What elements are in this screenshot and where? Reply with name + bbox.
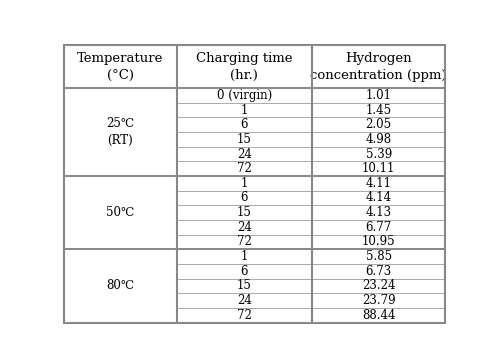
Text: 4.13: 4.13 <box>366 206 392 219</box>
Text: 6: 6 <box>241 265 248 278</box>
Text: 1: 1 <box>241 177 248 190</box>
Text: 6: 6 <box>241 191 248 205</box>
Text: 6: 6 <box>241 118 248 131</box>
Text: 0 (virgin): 0 (virgin) <box>217 89 272 102</box>
Text: 72: 72 <box>237 162 251 175</box>
Text: 15: 15 <box>237 280 251 292</box>
Text: 88.44: 88.44 <box>362 309 396 322</box>
Text: 10.11: 10.11 <box>362 162 395 175</box>
Text: 2.05: 2.05 <box>366 118 392 131</box>
Text: 4.98: 4.98 <box>366 133 392 146</box>
Text: 1.01: 1.01 <box>366 89 392 102</box>
Text: 6.73: 6.73 <box>365 265 392 278</box>
Text: 24: 24 <box>237 221 251 234</box>
Text: 80℃: 80℃ <box>106 280 134 292</box>
Text: 15: 15 <box>237 133 251 146</box>
Text: 1.45: 1.45 <box>366 104 392 116</box>
Text: 23.79: 23.79 <box>362 294 396 307</box>
Text: 10.95: 10.95 <box>362 236 396 249</box>
Text: 24: 24 <box>237 147 251 161</box>
Text: Temperature
(°C): Temperature (°C) <box>77 52 164 82</box>
Text: 15: 15 <box>237 206 251 219</box>
Text: 72: 72 <box>237 309 251 322</box>
Text: 4.11: 4.11 <box>366 177 392 190</box>
Text: Charging time
(hr.): Charging time (hr.) <box>196 52 292 82</box>
Text: 5.39: 5.39 <box>365 147 392 161</box>
Text: Hydrogen
concentration (ppm): Hydrogen concentration (ppm) <box>311 52 447 82</box>
Text: 25℃
(RT): 25℃ (RT) <box>106 117 134 147</box>
Text: 4.14: 4.14 <box>366 191 392 205</box>
Text: 6.77: 6.77 <box>365 221 392 234</box>
Text: 50℃: 50℃ <box>106 206 134 219</box>
Text: 1: 1 <box>241 250 248 263</box>
Text: 23.24: 23.24 <box>362 280 396 292</box>
Text: 5.85: 5.85 <box>366 250 392 263</box>
Text: 1: 1 <box>241 104 248 116</box>
Text: 72: 72 <box>237 236 251 249</box>
Text: 24: 24 <box>237 294 251 307</box>
